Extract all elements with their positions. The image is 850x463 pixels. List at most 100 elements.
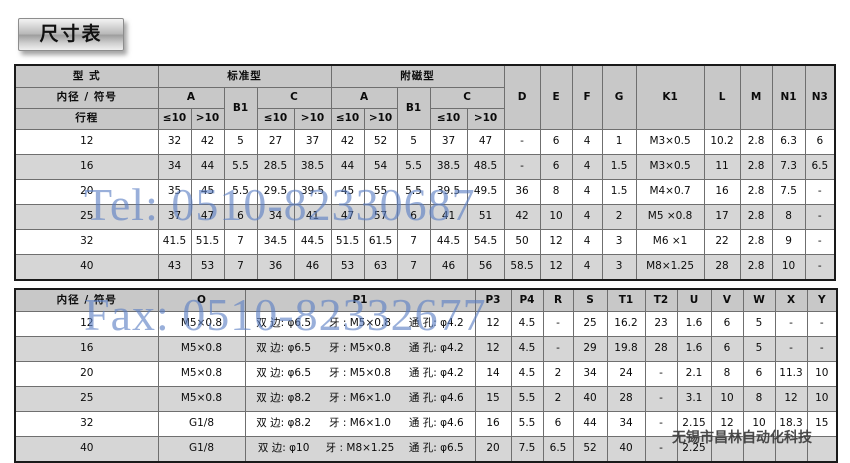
header-col-Y: Y (806, 288, 838, 312)
cell-u: 3.1 (676, 386, 712, 412)
header-col-U: U (676, 288, 712, 312)
cell-mag_a_le: 45 (330, 179, 365, 205)
dimension-table-top-body: 12 32 42 5 27 37 42 52 5 37 47-6 4 1 M3×0.5 10.2 2.8 6.3… (14, 129, 836, 281)
header-col-T1: T1 (606, 288, 646, 312)
cell-p4: 4.5 (510, 336, 544, 362)
cell-p1_a: 双 边: φ10 (257, 442, 310, 455)
table-row: 40 43 53 7 36 46 53 63 7 46 56 58.5 12 4 3 M8×1.25 28 2.8… (14, 254, 836, 281)
cell-p3: 14 (474, 361, 512, 387)
cell-mag_c_gt: 47 (466, 129, 505, 155)
cell-mag_c_le: 44.5 (429, 229, 468, 255)
cell-std_c_gt: 37 (293, 129, 332, 155)
cell-t1: 40 (606, 436, 646, 463)
dimension-table-bottom-body: 12 M5×0.8 双 边: φ6.5 牙 : M5×0.8 通 孔: φ4.2 12 4.… (14, 311, 838, 463)
cell-bore: 12 (14, 311, 159, 337)
header-mag-C-le10: ≤10 (429, 108, 468, 130)
cell-o: M5×0.8 (157, 386, 246, 412)
cell-e: 10 (539, 204, 573, 230)
table-row: 16 M5×0.8 双 边: φ6.5 牙 : M5×0.8 通 孔: φ4.2 12 4.… (14, 336, 838, 362)
cell-std_a_le: 34 (157, 154, 192, 180)
header-std-A: A (157, 87, 225, 109)
header-std-C: C (256, 87, 332, 109)
cell-p1: 双 边: φ6.5 牙 : M5×0.8 通 孔: φ4.2 (244, 311, 476, 337)
cell-l: 11 (703, 154, 741, 180)
cell-p1: 双 边: φ6.5 牙 : M5×0.8 通 孔: φ4.2 (244, 361, 476, 387)
cell-p3: 15 (474, 386, 512, 412)
cell-t2: 28 (644, 336, 678, 362)
cell-mag_a_gt: 52 (363, 129, 398, 155)
cell-o: M5×0.8 (157, 311, 246, 337)
cell-bore: 12 (14, 129, 159, 155)
header-col-G: G (601, 64, 637, 130)
cell-mag_c_le: 46 (429, 254, 468, 281)
table-row: 40 G1/8 双 边: φ10 牙 : M8×1.25 通 孔: φ6.5 20 7.5 6… (14, 436, 838, 463)
cell-x: 18.3 (774, 411, 808, 437)
header-col-W: W (742, 288, 776, 312)
cell-f: 4 (571, 154, 603, 180)
cell-m: 2.8 (739, 179, 773, 205)
cell-v: 10 (710, 386, 744, 412)
cell-l: 22 (703, 229, 741, 255)
cell-mag_a_le: 47 (330, 204, 365, 230)
cell-std_c_gt: 44.5 (293, 229, 332, 255)
cell-g: 1.5 (601, 179, 637, 205)
cell-mag_b1: 5 (396, 129, 431, 155)
cell-g: 2 (601, 204, 637, 230)
cell-std_b1: 5.5 (223, 179, 258, 205)
cell-g: 3 (601, 229, 637, 255)
page-title: 尺寸表 (39, 23, 103, 45)
cell-e: 6 (539, 129, 573, 155)
cell-f: 4 (571, 179, 603, 205)
cell-f: 4 (571, 254, 603, 281)
cell-std_c_le: 34 (256, 204, 295, 230)
header-mag-A: A (330, 87, 398, 109)
cell-x (774, 436, 808, 463)
cell-f: 4 (571, 129, 603, 155)
header-col-R: R (542, 288, 574, 312)
cell-bore: 20 (14, 179, 159, 205)
cell-std_c_le: 29.5 (256, 179, 295, 205)
cell-v: 6 (710, 336, 744, 362)
cell-std_c_gt: 41 (293, 204, 332, 230)
cell-p4: 4.5 (510, 311, 544, 337)
cell-std_c_gt: 38.5 (293, 154, 332, 180)
cell-u: 2.25 (676, 436, 712, 463)
cell-std_a_le: 35 (157, 179, 192, 205)
cell-p1: 双 边: φ10 牙 : M8×1.25 通 孔: φ6.5 (244, 436, 476, 463)
cell-std_a_le: 37 (157, 204, 192, 230)
cell-w: 10 (742, 411, 776, 437)
cell-std_a_le: 41.5 (157, 229, 192, 255)
cell-bore: 16 (14, 336, 159, 362)
header-std-A-gt10: >10 (190, 108, 225, 130)
cell-p3: 12 (474, 336, 512, 362)
cell-k1: M3×0.5 (635, 129, 705, 155)
cell-n3: 6 (804, 129, 836, 155)
cell-d: - (503, 154, 541, 180)
header-std-C-gt10: >10 (293, 108, 332, 130)
header-col-S: S (572, 288, 608, 312)
cell-u: 1.6 (676, 336, 712, 362)
header-col-T2: T2 (644, 288, 678, 312)
cell-x: - (774, 311, 808, 337)
table-row: 20 M5×0.8 双 边: φ6.5 牙 : M5×0.8 通 孔: φ4.2 14 4.… (14, 361, 838, 387)
cell-u: 2.1 (676, 361, 712, 387)
header-mag-C: C (429, 87, 505, 109)
cell-std_a_gt: 47 (190, 204, 225, 230)
cell-d: - (503, 129, 541, 155)
cell-l: 10.2 (703, 129, 741, 155)
cell-t2: - (644, 411, 678, 437)
dimension-table-bottom: 内径 / 符号 O P1 P3 P4 R S T1 T2 U V W X Y 1… (14, 288, 838, 463)
cell-u: 1.6 (676, 311, 712, 337)
cell-o: G1/8 (157, 436, 246, 463)
cell-r: 2 (542, 386, 574, 412)
header-row-range: 行程 ≤10 >10 ≤10 >10 ≤10 >10 ≤10 >10 (14, 108, 835, 130)
cell-s: 52 (572, 436, 608, 463)
cell-x: 11.3 (774, 361, 808, 387)
cell-mag_c_gt: 48.5 (466, 154, 505, 180)
cell-mag_a_gt: 57 (363, 204, 398, 230)
dimension-table-container: 型 式 标准型 附磁型 D E F G K1 L M N1 N3 内径 / 符号… (14, 64, 838, 463)
cell-k1: M6 ×1 (635, 229, 705, 255)
header-col-L: L (703, 64, 741, 130)
cell-bore: 20 (14, 361, 159, 387)
cell-p1_c: 通 孔: φ4.6 (408, 392, 464, 405)
